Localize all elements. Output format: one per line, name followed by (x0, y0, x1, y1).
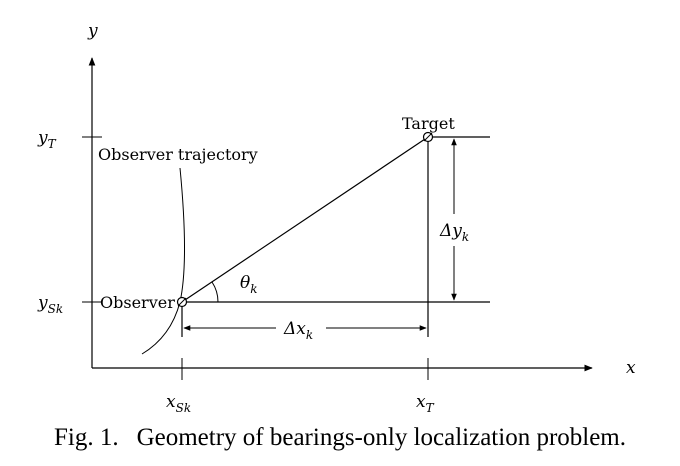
figure-number: Fig. 1. (53, 424, 119, 451)
x-axis-label: x (626, 358, 636, 378)
delta-y-label: Δyk (439, 221, 469, 244)
y-axis-label: y (87, 21, 98, 41)
x-target-label: xT (416, 392, 435, 415)
y-observer-label: ySk (37, 293, 63, 316)
trajectory-label: Observer trajectory (98, 145, 258, 164)
delta-x-label: Δxk (283, 319, 313, 342)
observer-marker-cross (177, 297, 187, 307)
figure-caption: Fig. 1. Geometry of bearings-only localiz… (0, 424, 680, 452)
figure-caption-text: Geometry of bearings-only localization p… (136, 424, 627, 451)
y-target-label: yT (37, 128, 57, 151)
angle-arc (211, 281, 219, 303)
bearing-line (181, 136, 429, 303)
target-marker-cross (423, 132, 433, 142)
x-observer-label: xSk (166, 392, 191, 415)
observer-label: Observer (100, 293, 175, 312)
target-label: Target (402, 114, 455, 133)
observer-trajectory-curve (141, 167, 185, 355)
angle-label: θk (240, 273, 258, 296)
